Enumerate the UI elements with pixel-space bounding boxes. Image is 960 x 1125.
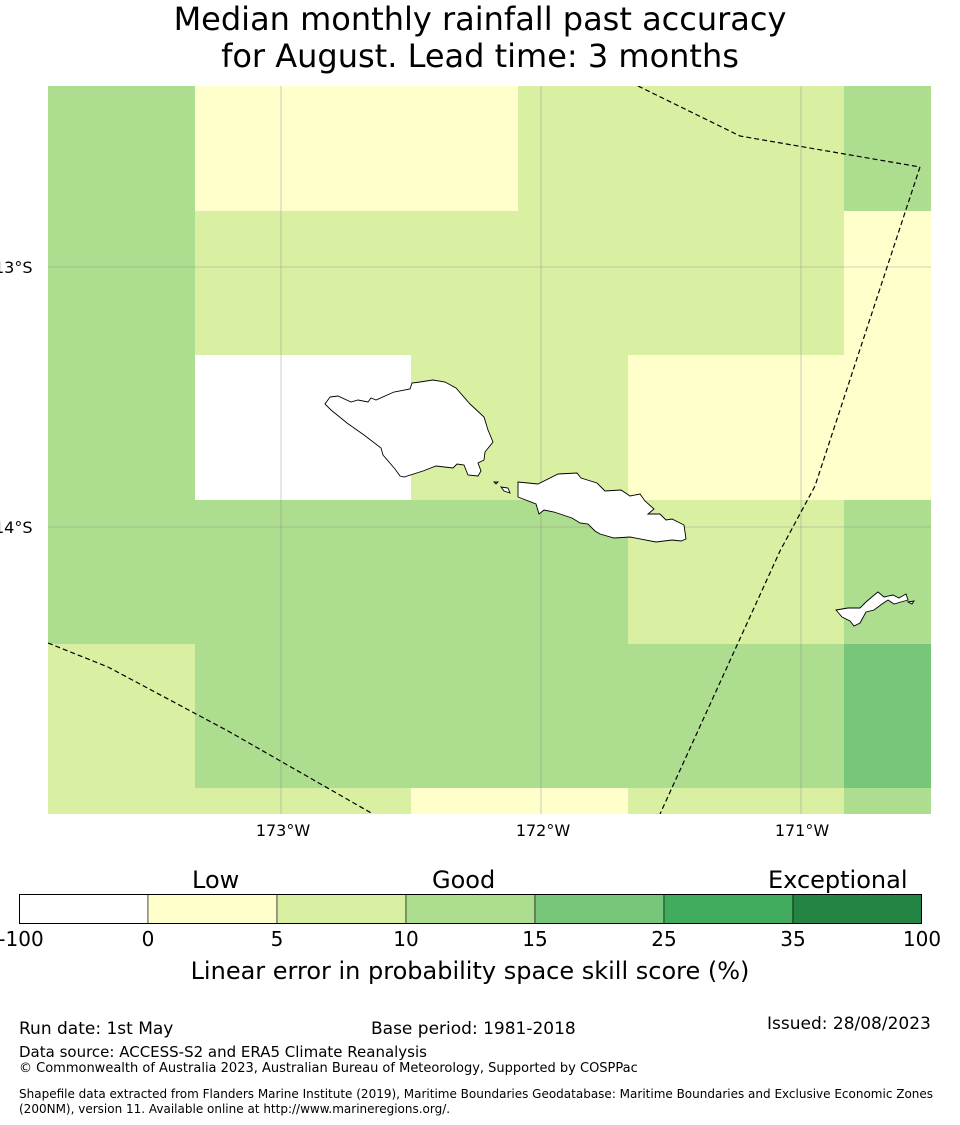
colorbar-segment-1 <box>147 894 278 924</box>
skill-cell-r0-c6 <box>844 86 931 212</box>
eez-boundaries <box>48 86 921 814</box>
run-date: Run date: 1st May <box>19 1019 174 1039</box>
shapefile-credit-line-2: (200NM), version 11. Available online at… <box>19 1102 451 1116</box>
legend-tick-100: 100 <box>902 927 942 951</box>
colorbar-segment-5 <box>663 894 794 924</box>
skill-cell-r2-c5 <box>738 355 845 501</box>
skill-cell-r0-c1 <box>195 86 412 212</box>
savaii-island <box>324 379 494 478</box>
skill-cell-r4-c6 <box>844 644 931 789</box>
skill-cell-r1-c0 <box>48 211 196 356</box>
skill-cell-bottom-0 <box>48 788 196 814</box>
skill-cell-r1-c2 <box>411 211 519 356</box>
skill-cell-bottom-3 <box>628 788 845 814</box>
legend-colorbar <box>19 894 922 924</box>
skill-cell-r0-c0 <box>48 86 196 212</box>
colorbar-segment-4 <box>534 894 665 924</box>
legend-tick-35: 35 <box>780 927 806 951</box>
skill-cell-r1-c3 <box>518 211 629 356</box>
skill-cell-r0-c3 <box>518 86 629 212</box>
skill-cell-r2-c6 <box>844 355 931 501</box>
copyright: © Commonwealth of Australia 2023, Austra… <box>19 1061 638 1076</box>
skill-cell-r0-c5 <box>738 86 845 212</box>
skill-cell-r3-c1 <box>195 500 412 645</box>
skill-cell-r1-c6 <box>844 211 931 356</box>
colorbar-segment-6 <box>792 894 922 924</box>
legend-category-good: Good <box>432 866 496 894</box>
shapefile-credit-line-1: Shapefile data extracted from Flanders M… <box>19 1087 934 1101</box>
eez-boundary-east <box>659 166 921 814</box>
skill-cell-r4-c3 <box>518 644 629 789</box>
lon-label-173w: 173°W <box>255 821 311 840</box>
skill-cell-bottom-2 <box>411 788 629 814</box>
map-title-line-2: for August. Lead time: 3 months <box>221 37 739 75</box>
upolu-island <box>517 472 687 543</box>
skill-cell-r4-c1 <box>195 644 412 789</box>
skill-grid-cells <box>48 86 931 814</box>
skill-cell-r1-c1 <box>195 211 412 356</box>
colorbar-segment-0 <box>19 894 149 924</box>
legend-title: Linear error in probability space skill … <box>190 957 750 985</box>
skill-cell-r2-c4 <box>628 355 739 501</box>
legend-tick-15: 15 <box>522 927 548 951</box>
lat-label-13s: 13°S <box>0 258 33 277</box>
legend-category-exceptional: Exceptional <box>768 866 908 894</box>
data-source: Data source: ACCESS-S2 and ERA5 Climate … <box>19 1043 427 1061</box>
issued-date: Issued: 28/08/2023 <box>767 1014 931 1034</box>
legend-tick-minus100: -100 <box>0 927 44 951</box>
skill-cell-r4-c5 <box>738 644 845 789</box>
legend-tick-25: 25 <box>651 927 677 951</box>
colorbar-segment-2 <box>276 894 407 924</box>
legend-tick-5: 5 <box>270 927 284 951</box>
skill-cell-r3-c2 <box>411 500 519 645</box>
skill-cell-bottom-1 <box>195 788 412 814</box>
lat-label-14s: 14°S <box>0 518 33 537</box>
eez-boundary-north <box>637 86 921 168</box>
eez-boundary-southwest <box>48 642 374 814</box>
lon-label-171w: 171°W <box>774 821 830 840</box>
legend-category-low: Low <box>192 866 240 894</box>
coastlines <box>324 379 915 627</box>
legend-tick-0: 0 <box>141 927 155 951</box>
legend-tick-10: 10 <box>393 927 419 951</box>
map-title-line-1: Median monthly rainfall past accuracy <box>173 0 787 38</box>
skill-cell-bottom-4 <box>844 788 931 814</box>
small-islet <box>492 481 500 485</box>
skill-cell-r4-c4 <box>628 644 739 789</box>
skill-cell-r0-c4 <box>628 86 739 212</box>
skill-map <box>48 86 931 814</box>
skill-cell-r4-c0 <box>48 644 196 789</box>
skill-cell-r0-c2 <box>411 86 519 212</box>
aunuu-islet <box>906 600 915 605</box>
lon-label-172w: 172°W <box>515 821 571 840</box>
graticule <box>48 86 931 814</box>
colorbar-segment-3 <box>405 894 536 924</box>
skill-cell-r1-c4 <box>628 211 739 356</box>
tutuila-island <box>835 591 909 627</box>
skill-cell-r2-c0 <box>48 355 196 501</box>
skill-cell-r3-c5 <box>738 500 845 645</box>
skill-cell-r3-c0 <box>48 500 196 645</box>
base-period: Base period: 1981-2018 <box>371 1019 576 1039</box>
manono-islet <box>499 486 511 494</box>
skill-cell-r1-c5 <box>738 211 845 356</box>
skill-cell-r4-c2 <box>411 644 519 789</box>
